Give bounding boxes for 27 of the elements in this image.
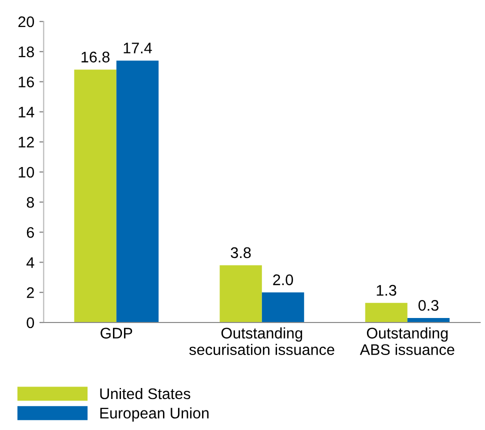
- y-tick-label: 2: [26, 287, 34, 298]
- y-tick-label: 20: [18, 16, 34, 28]
- bar: [220, 265, 262, 322]
- bar: [116, 60, 159, 322]
- bar: [262, 292, 304, 322]
- y-tick-label: 16: [18, 76, 34, 88]
- legend-label: United States: [100, 388, 190, 400]
- x-tick-label: Outstanding securisation issuance: [189, 327, 334, 356]
- data-label: 16.8: [82, 52, 110, 62]
- bar: [365, 302, 408, 322]
- x-tick-label: Outstanding ABS issuance: [360, 327, 454, 356]
- y-tick-label: 4: [26, 257, 34, 268]
- data-label: 2.0: [273, 274, 294, 286]
- y-tick-label: 6: [26, 227, 34, 238]
- legend-label: European Union: [100, 407, 209, 422]
- data-label: 3.8: [230, 247, 251, 258]
- x-tick-label: GDP: [100, 328, 132, 339]
- y-tick-label: 10: [18, 166, 34, 178]
- data-label: 17.4: [124, 42, 152, 54]
- data-label: 1.3: [376, 284, 396, 296]
- y-tick-label: 18: [18, 46, 34, 58]
- bar: [74, 70, 116, 322]
- y-tick-label: 0: [26, 317, 34, 328]
- y-tick-label: 14: [18, 106, 34, 118]
- y-tick-label: 8: [26, 196, 34, 208]
- y-tick-label: 12: [18, 136, 34, 148]
- data-label: 0.3: [418, 300, 438, 311]
